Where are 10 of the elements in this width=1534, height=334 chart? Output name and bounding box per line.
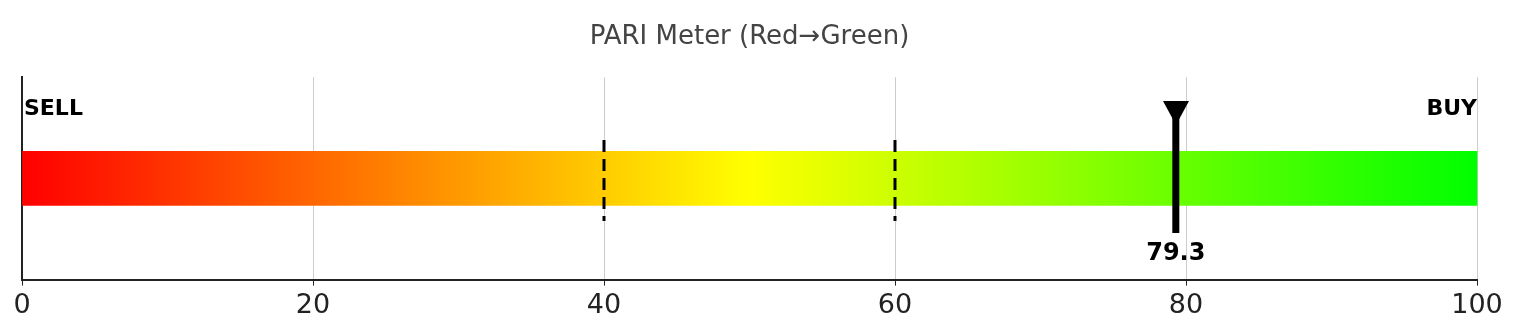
chart-title: PARI Meter (Red→Green) bbox=[589, 20, 910, 51]
x-tick-label: 80 bbox=[1168, 287, 1204, 319]
annotation: BUY bbox=[1426, 95, 1479, 121]
x-tick-label: 0 bbox=[13, 287, 31, 319]
x-tick-label: 40 bbox=[586, 287, 622, 319]
x-tick-label: 60 bbox=[877, 287, 913, 319]
annotation: SELL bbox=[24, 95, 83, 121]
x-tick-label: 20 bbox=[295, 287, 331, 319]
ref-line-label: 79.3 bbox=[1146, 237, 1206, 266]
x-tick-label: 100 bbox=[1451, 287, 1503, 319]
